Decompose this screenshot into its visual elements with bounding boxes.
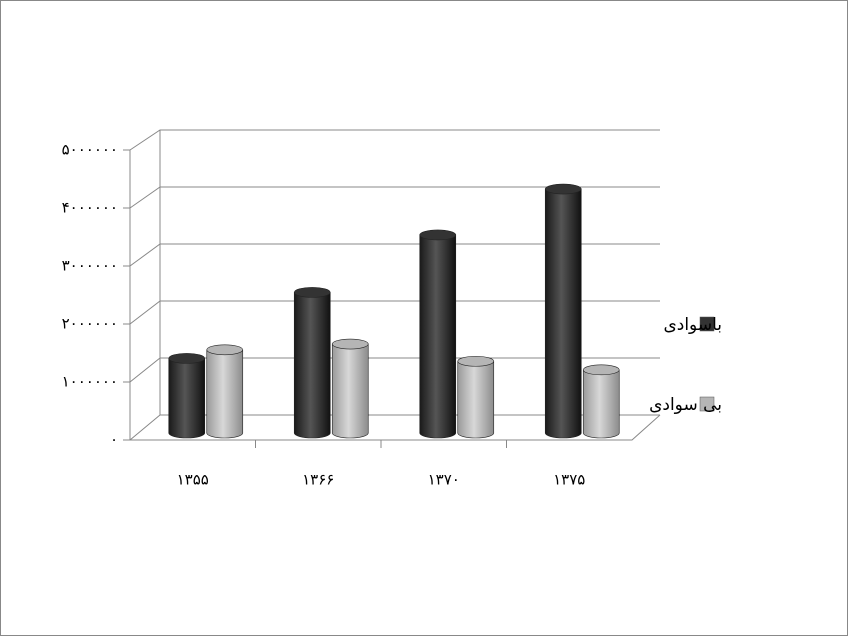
bar	[420, 230, 456, 438]
x-tick-label: ۱۳۵۵	[177, 471, 209, 489]
y-tick-label: ۱۰۰۰۰۰۰	[62, 373, 118, 391]
bar-body	[545, 189, 581, 438]
bar	[332, 339, 368, 438]
bar	[169, 353, 205, 438]
x-tick-label: ۱۳۷۵	[553, 471, 585, 489]
bar-top	[420, 230, 456, 240]
bar-body	[420, 235, 456, 438]
bar	[458, 356, 494, 438]
bar-top	[332, 339, 368, 349]
bar-body	[458, 361, 494, 438]
bar-body	[169, 358, 205, 438]
bar-top	[458, 356, 494, 366]
bar-body	[332, 344, 368, 438]
bar-top	[545, 184, 581, 194]
bar-top	[169, 353, 205, 363]
bar-body	[207, 350, 243, 438]
y-tick-label: ۴۰۰۰۰۰۰	[62, 199, 118, 217]
y-tick-label: ۰	[110, 431, 118, 449]
bar-top	[207, 345, 243, 355]
y-tick-label: ۲۰۰۰۰۰۰	[62, 315, 118, 333]
x-tick-label: ۱۳۶۶	[302, 471, 334, 489]
bar-body	[583, 370, 619, 438]
bar	[207, 345, 243, 438]
bar-body	[294, 292, 330, 438]
bar	[583, 365, 619, 438]
legend-text: بی سوادی	[649, 395, 722, 415]
chart: ۰ ۱۰۰۰۰۰۰ ۲۰۰۰۰۰۰ ۳۰۰۰۰۰۰ ۴۰۰۰۰۰۰ ۵۰۰۰۰۰۰ ۱۳۵۵…	[0, 0, 848, 636]
bar	[545, 184, 581, 438]
y-tick-label: ۳۰۰۰۰۰۰	[62, 257, 118, 275]
bar-top	[294, 287, 330, 297]
bar-top	[583, 365, 619, 375]
bar	[294, 287, 330, 438]
x-tick-label: ۱۳۷۰	[428, 471, 460, 489]
y-tick-label: ۵۰۰۰۰۰۰	[62, 141, 118, 159]
legend-text: باسوادی	[663, 315, 722, 335]
